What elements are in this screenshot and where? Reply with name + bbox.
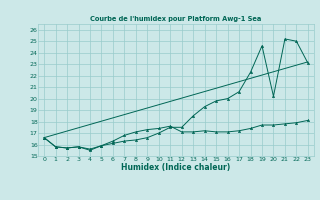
- X-axis label: Humidex (Indice chaleur): Humidex (Indice chaleur): [121, 163, 231, 172]
- Title: Courbe de l'humidex pour Platform Awg-1 Sea: Courbe de l'humidex pour Platform Awg-1 …: [90, 16, 262, 22]
